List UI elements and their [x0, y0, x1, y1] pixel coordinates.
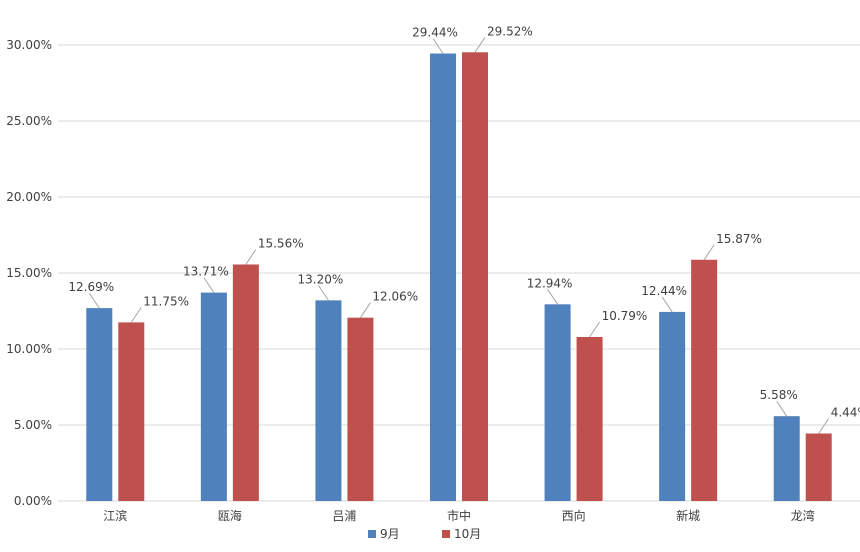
- data-label: 13.71%: [183, 265, 229, 279]
- data-label: 10.79%: [602, 309, 648, 323]
- leader-line: [589, 321, 600, 338]
- bar-sep: [315, 300, 342, 501]
- y-axis: 0.00% 5.00% 10.00% 15.00% 20.00% 25.00% 30.00%: [6, 38, 52, 508]
- bar-oct: [462, 52, 488, 502]
- y-tick-label: 0.00%: [14, 494, 52, 508]
- legend-swatch: [442, 530, 450, 538]
- x-tick-label: 市中: [447, 508, 471, 523]
- bar-oct: [691, 259, 718, 501]
- leader-line: [88, 292, 100, 309]
- legend-label: 9月: [380, 527, 400, 541]
- leader-line: [130, 307, 142, 323]
- bar-oct: [576, 336, 603, 501]
- leader-line: [360, 302, 371, 318]
- x-tick-label: 江滨: [103, 508, 127, 523]
- data-label: 29.52%: [487, 24, 533, 38]
- data-label: 29.44%: [412, 26, 458, 40]
- leader-line: [661, 296, 673, 313]
- bar-sep: [200, 292, 227, 501]
- x-tick-label: 瓯海: [218, 508, 242, 523]
- bars: [86, 52, 832, 502]
- data-label: 12.69%: [68, 280, 114, 294]
- y-tick-label: 5.00%: [14, 418, 52, 432]
- legend-swatch: [368, 530, 376, 538]
- bar-sep: [430, 53, 456, 502]
- leader-line: [203, 277, 215, 293]
- gridlines: [58, 44, 860, 502]
- x-axis: 江滨 瓯海 吕浦 市中 西向 新城 龙湾: [103, 508, 814, 523]
- data-label: 15.87%: [716, 232, 762, 246]
- data-label: 12.44%: [641, 284, 687, 298]
- bar-sep: [773, 416, 800, 501]
- y-tick-label: 20.00%: [6, 190, 52, 204]
- bar-sep: [86, 308, 113, 501]
- y-tick-label: 10.00%: [6, 342, 52, 356]
- bar-sep: [659, 311, 686, 501]
- x-tick-label: 西向: [562, 508, 586, 523]
- y-tick-label: 30.00%: [6, 38, 52, 52]
- y-tick-label: 25.00%: [6, 114, 52, 128]
- leader-line: [547, 289, 558, 305]
- x-tick-label: 吕浦: [332, 509, 356, 523]
- data-label: 5.58%: [760, 388, 798, 402]
- bar-oct: [118, 322, 145, 501]
- data-label: 11.75%: [143, 294, 189, 308]
- leader-line: [818, 418, 830, 434]
- bar-oct: [347, 317, 374, 501]
- data-labels: 12.69% 11.75% 13.71% 15.56% 13.20% 12.06% 29.4…: [68, 24, 860, 434]
- x-tick-label: 新城: [676, 508, 700, 523]
- data-label: 13.20%: [298, 272, 344, 286]
- data-label: 15.56%: [258, 236, 304, 250]
- leader-line: [474, 37, 486, 53]
- leader-line: [432, 38, 444, 54]
- leader-line: [703, 244, 715, 261]
- legend: 9月 10月: [368, 527, 481, 541]
- bar-oct: [232, 264, 259, 501]
- data-label: 12.06%: [372, 290, 418, 304]
- leader-line: [318, 285, 329, 301]
- data-label: 12.94%: [527, 276, 573, 290]
- y-tick-label: 15.00%: [6, 266, 52, 280]
- data-label: 4.44%: [831, 406, 860, 420]
- legend-label: 10月: [454, 527, 481, 541]
- leader-line: [776, 400, 788, 417]
- bar-sep: [544, 304, 571, 501]
- bar-oct: [805, 433, 832, 501]
- leader-line: [245, 249, 257, 265]
- x-tick-label: 龙湾: [791, 508, 815, 523]
